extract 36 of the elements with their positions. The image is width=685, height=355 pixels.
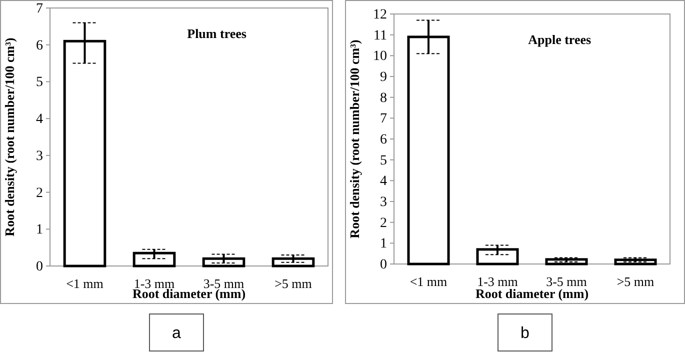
y-tick-label: 2 [380,216,387,231]
y-tick-label: 5 [380,153,387,168]
y-tick-label: 2 [36,186,43,201]
y-tick-label: 10 [373,49,387,64]
y-tick-label: 6 [36,38,43,54]
y-tick-label: 7 [380,112,387,127]
bar [202,257,246,268]
y-tick-label: 0 [380,257,387,272]
x-tick-label: >5 mm [616,274,654,290]
bar [272,257,315,268]
y-tick-label: 6 [380,132,387,148]
y-tick-label: 9 [380,70,387,85]
x-tick-label: >5 mm [274,276,312,292]
bar [476,248,519,266]
y-tick-label: 0 [36,259,43,274]
text: Apple trees [528,32,592,47]
x-tick-label: <1 mm [410,274,448,290]
y-axis-title: Root density (root number/100 cm³) [2,38,17,236]
y-tick-label: 3 [36,148,43,164]
bar [545,258,588,266]
y-tick-label: 12 [373,7,387,22]
y-tick-label: 4 [36,112,43,128]
y-axis-title: Root density (root number/100 cm³) [347,40,362,238]
y-tick-label: 3 [380,194,387,210]
y-tick-label: 1 [36,222,43,238]
y-tick-label: 4 [380,174,387,190]
y-tick-label: 5 [36,75,43,90]
y-tick-label: 1 [380,236,387,252]
text: a [172,325,182,342]
text: b [520,325,530,342]
y-tick-label: 8 [380,90,387,106]
text: Plum trees [187,26,246,41]
y-tick-label: 11 [374,28,387,44]
x-tick-label: <1 mm [66,276,104,292]
bar [132,252,176,268]
y-tick-label: 7 [36,1,43,16]
